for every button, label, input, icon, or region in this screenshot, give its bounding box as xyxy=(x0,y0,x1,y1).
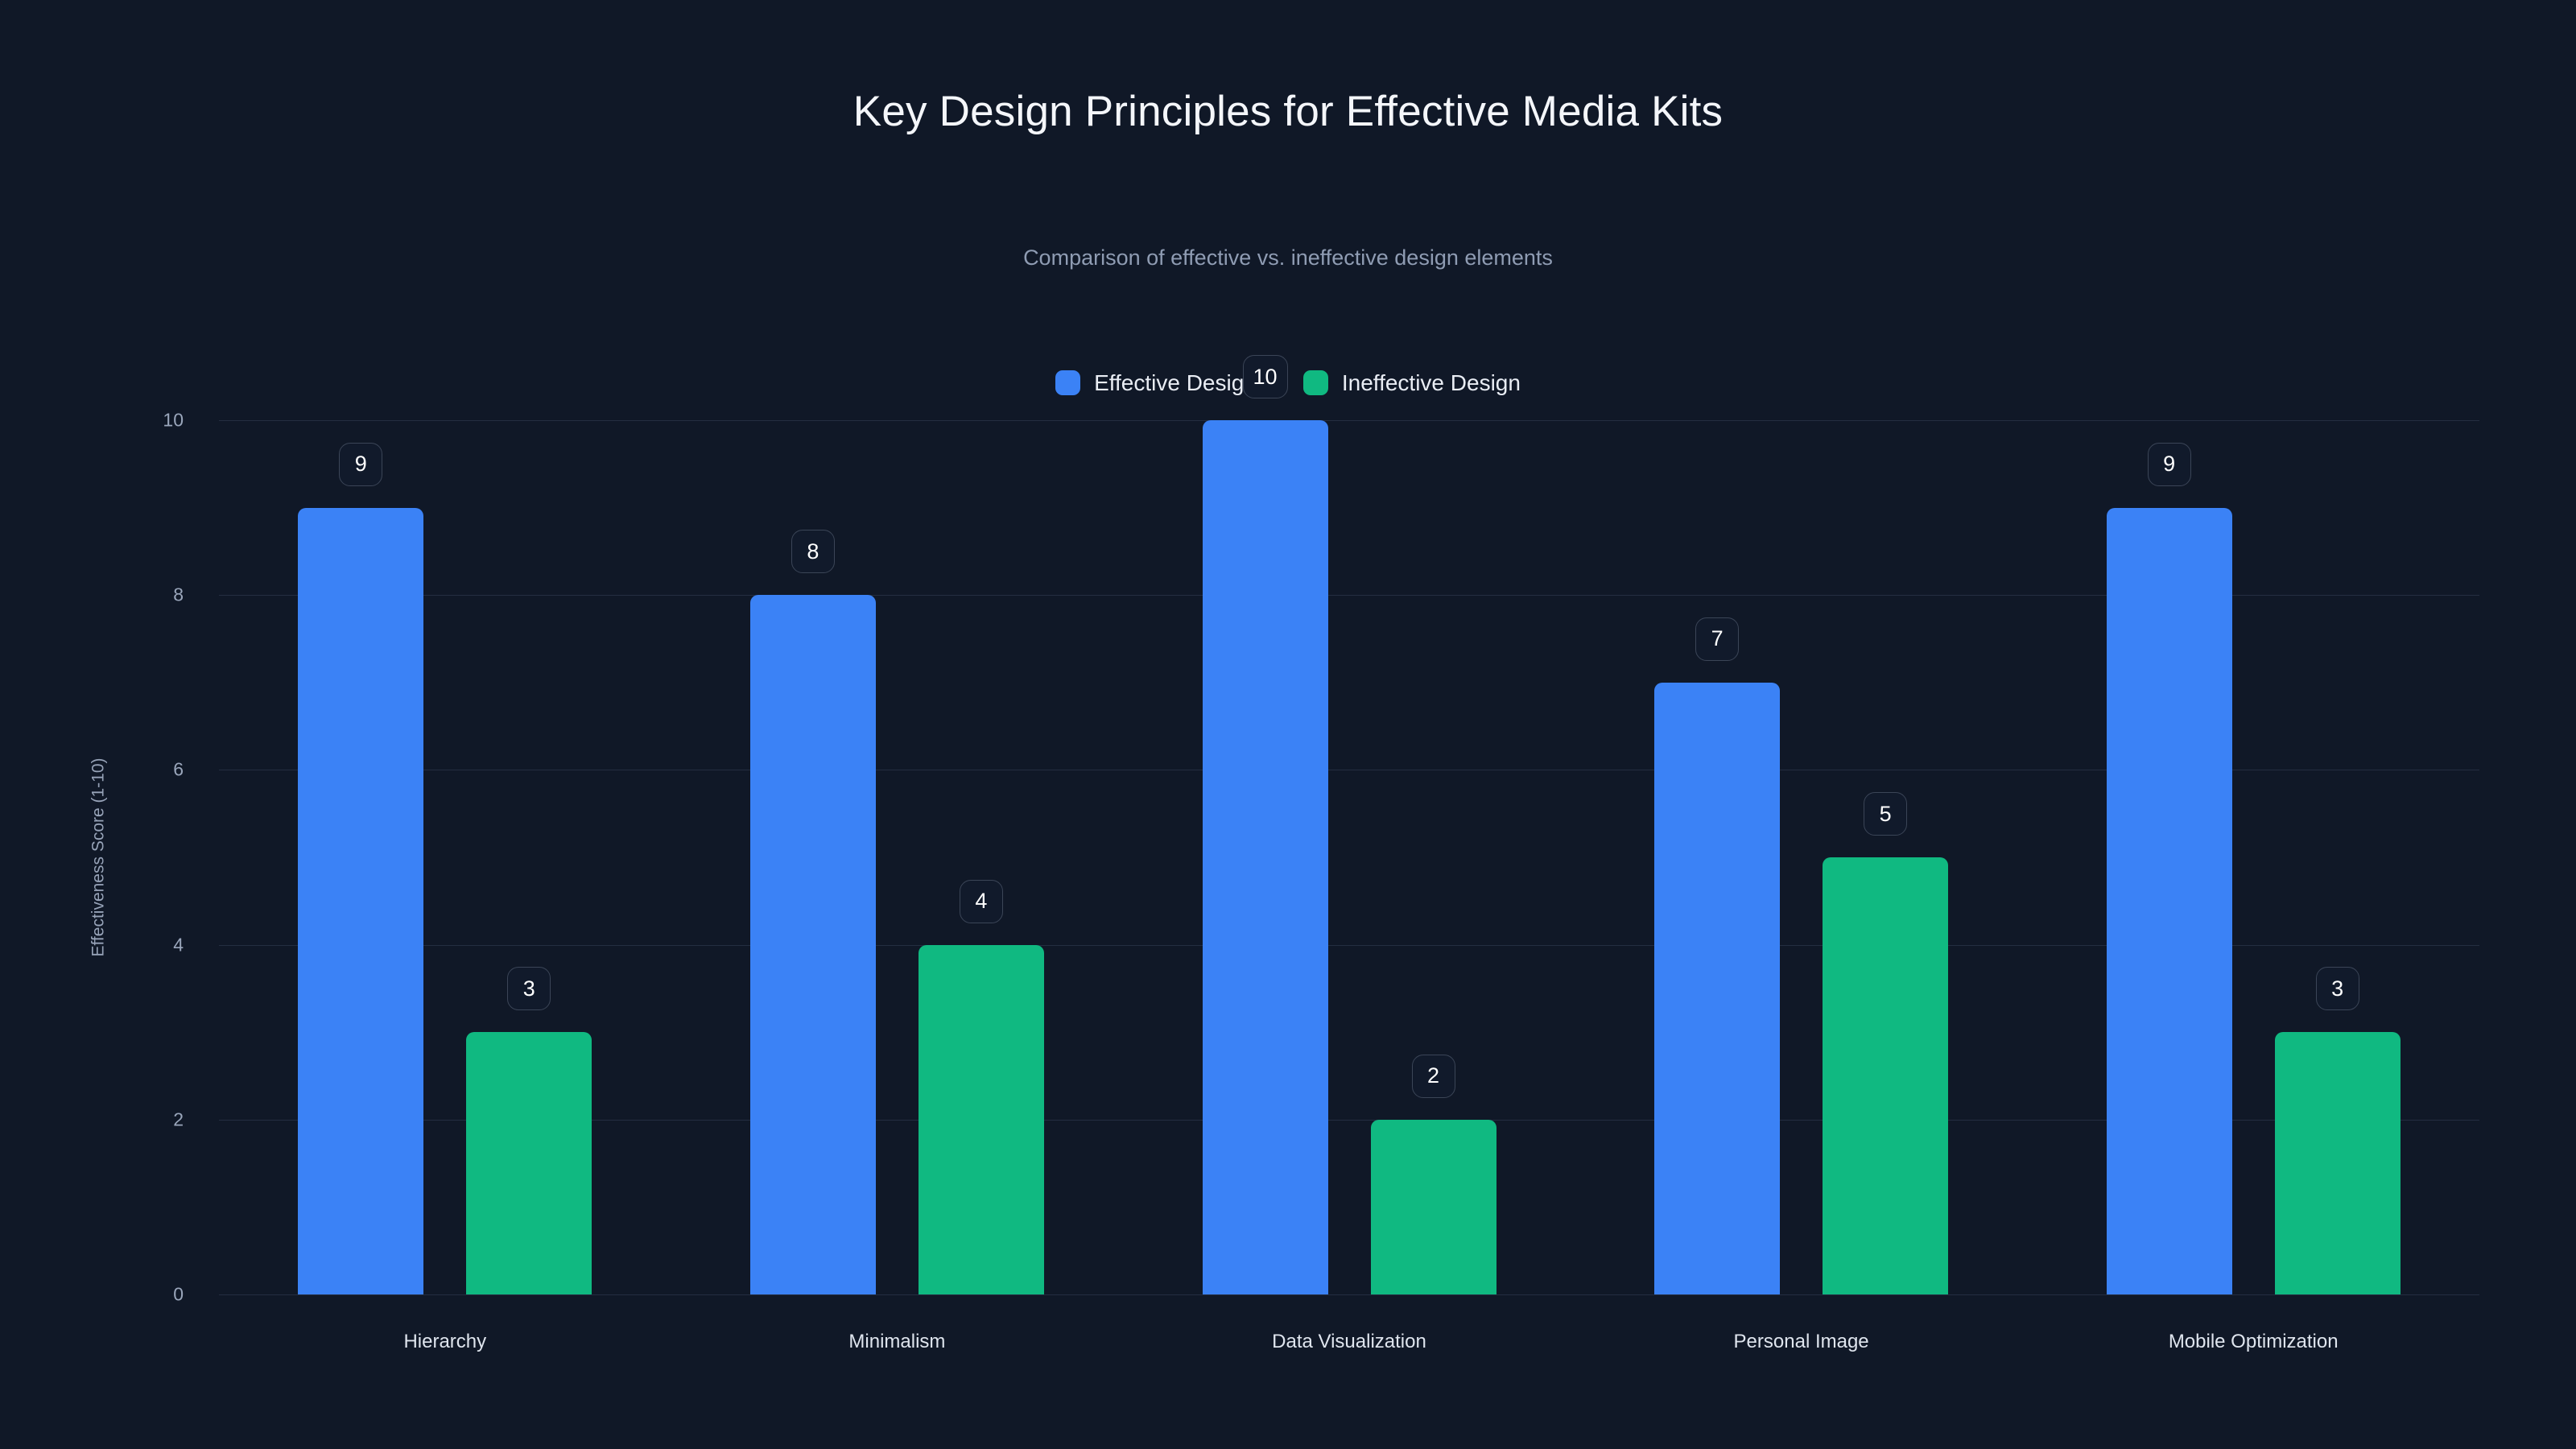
gridline-0 xyxy=(219,1294,2479,1295)
bar-effective[interactable] xyxy=(298,507,424,1294)
x-axis-label: Hierarchy xyxy=(403,1331,487,1352)
chart-subtitle: Comparison of effective vs. ineffective … xyxy=(1023,246,1553,270)
bar-value-label: 7 xyxy=(1695,617,1740,661)
y-tick-label-0: 0 xyxy=(173,1283,184,1305)
bar-value-label: 9 xyxy=(2147,442,2191,486)
y-axis-ticks: 0 2 4 6 8 10 xyxy=(0,411,201,1303)
bar-value-label: 3 xyxy=(2315,967,2359,1011)
bar-value-label: 3 xyxy=(507,967,551,1011)
bar-ineffective[interactable] xyxy=(2274,1032,2401,1294)
bar-value-label: 5 xyxy=(1864,792,1908,836)
x-axis-label: Mobile Optimization xyxy=(2168,1331,2339,1352)
y-tick-label-8: 8 xyxy=(173,584,184,605)
bar-effective[interactable] xyxy=(1654,682,1781,1294)
bar-effective[interactable] xyxy=(2106,507,2232,1294)
bar-value-label: 10 xyxy=(1242,355,1288,398)
bar-ineffective[interactable] xyxy=(466,1032,592,1294)
page-title: Key Design Principles for Effective Medi… xyxy=(852,88,1724,135)
y-axis-title: Effectiveness Score (1-10) xyxy=(89,758,108,957)
bar-value-label: 8 xyxy=(791,530,835,574)
gridline-2 xyxy=(219,1119,2479,1121)
plot-area xyxy=(219,420,2479,1295)
x-axis-label: Minimalism xyxy=(848,1331,946,1352)
bar-ineffective[interactable] xyxy=(918,944,1044,1294)
y-tick-label-4: 4 xyxy=(173,934,184,956)
bar-value-label: 9 xyxy=(339,442,383,486)
x-axis-label: Personal Image xyxy=(1733,1331,1869,1352)
bar-ineffective[interactable] xyxy=(1823,857,1949,1294)
legend-label: Effective Design xyxy=(1094,369,1257,395)
gridline-8 xyxy=(219,595,2479,597)
y-tick-label-2: 2 xyxy=(173,1108,184,1130)
chart-legend: Effective Design Ineffective Design xyxy=(0,370,2576,395)
legend-item-ineffective[interactable]: Ineffective Design xyxy=(1302,369,1521,395)
gridline-10 xyxy=(219,420,2479,421)
bar-value-label: 4 xyxy=(959,879,1003,923)
legend-swatch-ineffective xyxy=(1302,370,1328,395)
gridline-4 xyxy=(219,944,2479,946)
x-axis-label: Data Visualization xyxy=(1272,1331,1426,1352)
legend-label: Ineffective Design xyxy=(1341,369,1521,395)
bar-value-label: 2 xyxy=(1411,1054,1455,1098)
bar-effective[interactable] xyxy=(1202,420,1328,1294)
bar-effective[interactable] xyxy=(749,595,876,1294)
y-tick-label-6: 6 xyxy=(173,758,184,780)
legend-swatch-effective xyxy=(1055,370,1081,395)
y-tick-label-10: 10 xyxy=(163,409,184,431)
bar-ineffective[interactable] xyxy=(1370,1119,1496,1294)
legend-item-effective[interactable]: Effective Design xyxy=(1055,370,1257,395)
